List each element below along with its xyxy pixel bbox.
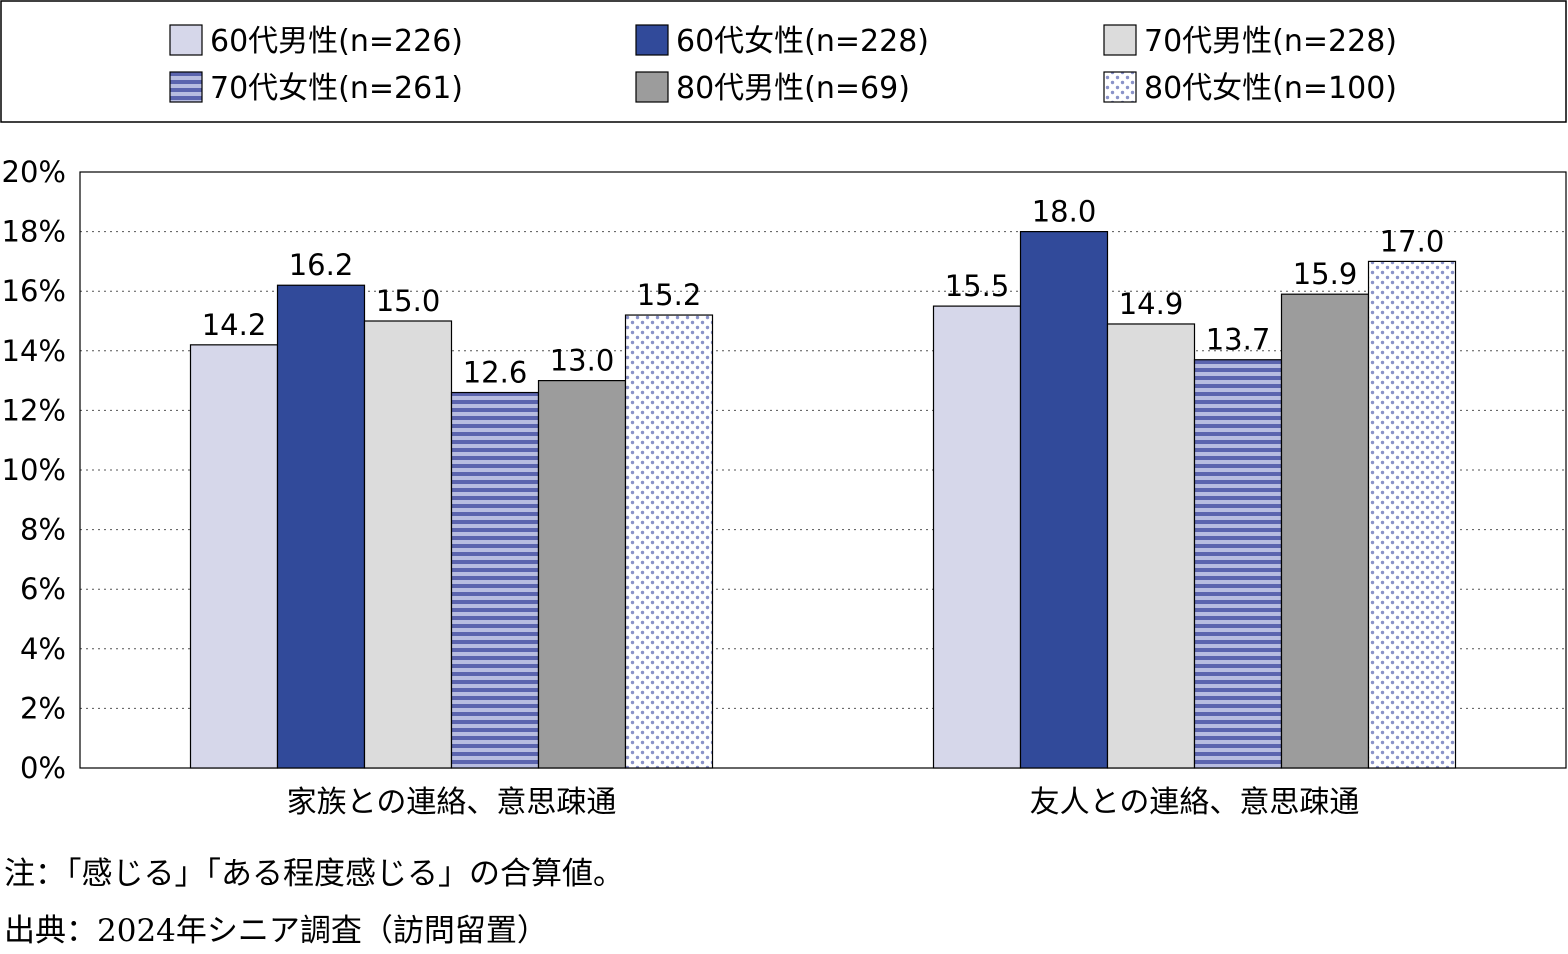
legend-swatch [169,24,203,56]
legend-swatch [169,71,203,103]
data-label: 13.7 [1206,323,1271,357]
y-axis: 0% 2% 4% 6% 8% 10% 12% 14% 16% 18% 20% [2,155,66,785]
legend-label: 60代男性(n=226) [210,24,463,59]
legend-label: 80代女性(n=100) [1144,71,1397,106]
bar [1367,260,1457,769]
x-category-label: 家族との連絡、意思疎通 [287,785,617,820]
legend-swatch [635,24,669,56]
bar [363,320,453,769]
bar [624,314,714,769]
chart-source: 出典：2024年シニア調査（訪問留置） [4,913,548,949]
data-label: 12.6 [463,356,528,390]
data-label: 15.2 [637,278,702,312]
y-tick-label: 6% [20,572,66,606]
bar [1193,359,1283,769]
bar-chart: 60代男性(n=226) 60代女性(n=228) 70代男性(n=228) 70代女… [0,0,1567,820]
legend-label: 70代女性(n=261) [210,71,463,106]
bar [537,380,627,769]
data-label: 15.5 [945,269,1010,303]
y-tick-label: 10% [2,453,66,487]
legend-label: 60代女性(n=228) [676,24,929,59]
bar [450,391,540,769]
y-tick-label: 8% [20,513,66,547]
bar [1019,231,1109,769]
y-tick-label: 16% [2,274,66,308]
y-tick-label: 2% [20,691,66,725]
legend-box [0,0,1567,123]
bar [276,284,366,769]
legend-swatch [635,71,669,103]
y-tick-label: 12% [2,393,66,427]
legend-swatch [1103,71,1137,103]
y-tick-label: 20% [2,155,66,189]
y-tick-label: 14% [2,334,66,368]
y-tick-label: 0% [20,751,66,785]
bars [189,231,1457,769]
legend: 60代男性(n=226) 60代女性(n=228) 70代男性(n=228) 70代女… [169,24,1397,106]
chart-note: 注：「感じる」「ある程度感じる」の合算値。 [4,856,624,892]
x-category-label: 友人との連絡、意思疎通 [1030,785,1360,820]
data-label: 15.9 [1293,257,1358,291]
bar [189,344,279,769]
y-tick-label: 4% [20,632,66,666]
y-tick-label: 18% [2,215,66,249]
legend-label: 80代男性(n=69) [676,71,910,106]
data-labels: 14.2 16.2 15.0 12.6 13.0 15.2 15.5 18.0 14.9 13.7… [202,195,1445,390]
legend-swatch [1103,24,1137,56]
bar [1280,293,1370,769]
bar [1106,323,1196,769]
bar [932,305,1022,769]
x-axis: 家族との連絡、意思疎通 友人との連絡、意思疎通 [287,785,1360,820]
data-label: 16.2 [289,248,354,282]
legend-label: 70代男性(n=228) [1144,24,1397,59]
data-label: 18.0 [1032,195,1097,229]
data-label: 14.2 [202,308,267,342]
data-label: 15.0 [376,284,441,318]
plot-area-border [79,171,1567,769]
data-label: 17.0 [1380,224,1445,258]
data-label: 14.9 [1119,287,1184,321]
data-label: 13.0 [550,344,615,378]
